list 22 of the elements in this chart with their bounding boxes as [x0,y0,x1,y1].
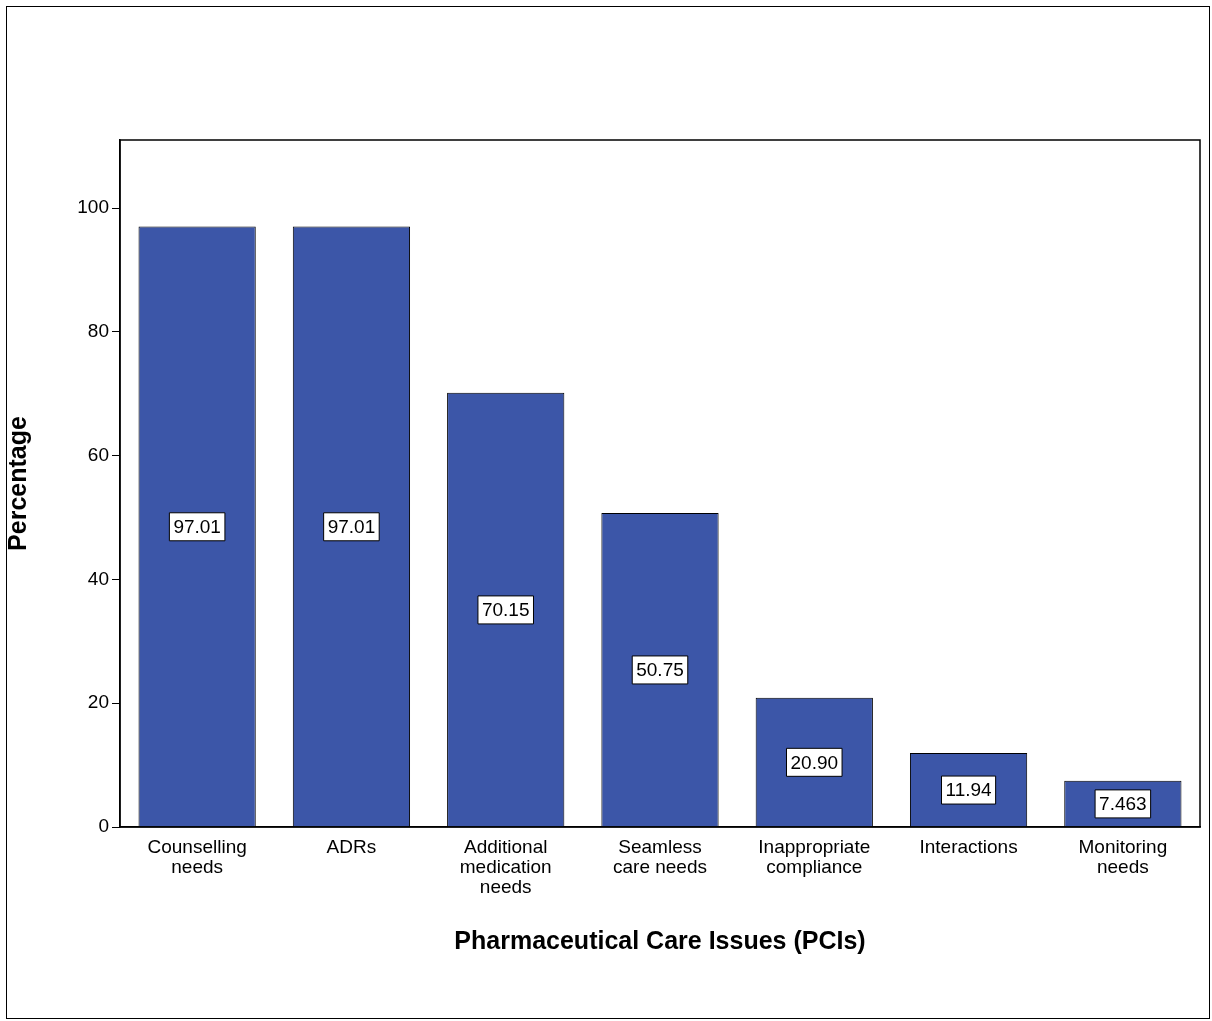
x-tick-label: Inappropriate compliance [758,836,871,878]
x-tick-label: Interactions [919,836,1018,858]
y-tick-label: 40 [87,567,109,589]
x-tick-label: Additional medication needs [459,836,552,898]
data-label: 7.463 [1099,793,1147,815]
x-axis-title: Pharmaceutical Care Issues (PCIs) [454,925,866,954]
y-tick-label: 20 [87,691,109,713]
x-tick-label: Counselling needs [147,836,247,878]
y-tick-label: 0 [98,815,109,837]
y-tick-label: 100 [77,196,109,218]
x-tick-label: ADRs [326,836,377,858]
data-label: 11.94 [945,779,993,801]
data-label: 50.75 [636,659,684,681]
data-label: 70.15 [481,599,530,621]
data-label: 97.01 [327,516,376,538]
data-label: 97.01 [173,516,221,538]
y-tick-label: 80 [87,320,109,342]
y-axis-title: Percentage [2,416,31,551]
y-tick-label: 60 [87,443,109,465]
data-label: 20.90 [790,751,839,773]
x-tick-label: Monitoring needs [1078,836,1168,878]
x-tick-label: Seamless care needs [612,836,708,878]
